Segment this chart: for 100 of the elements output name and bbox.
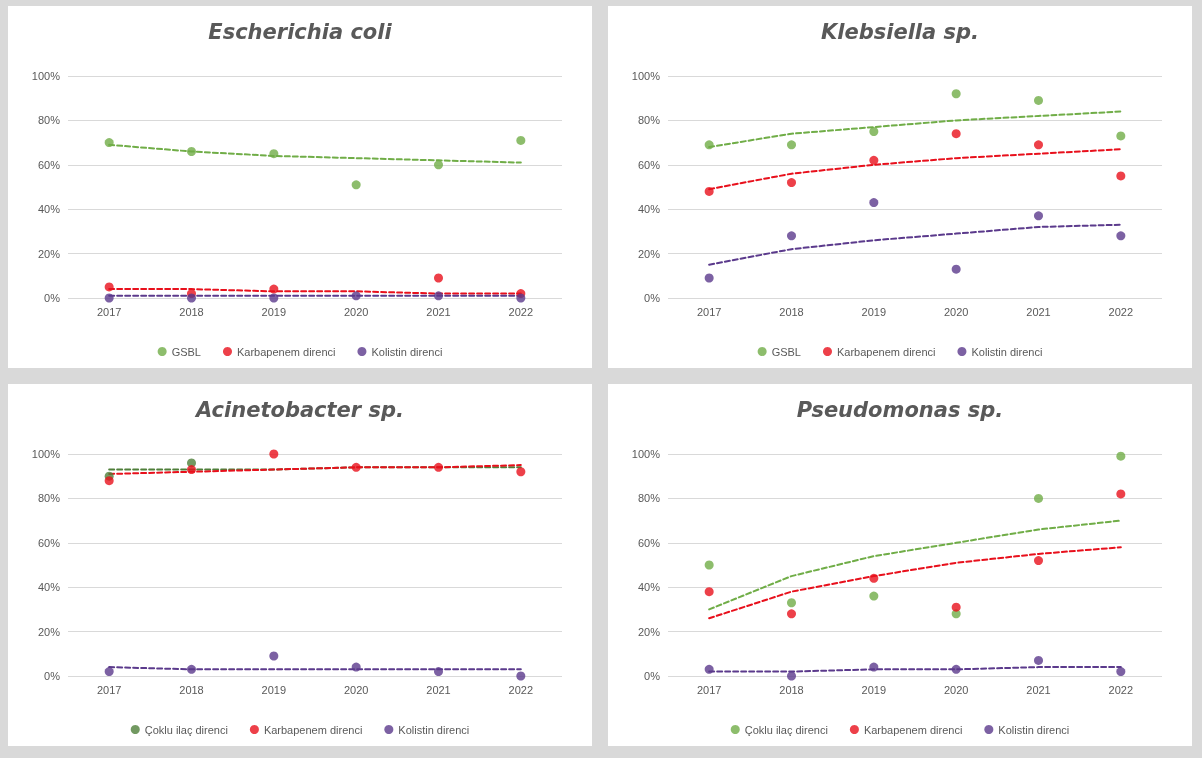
y-tick-label: 20%	[637, 247, 661, 260]
point	[704, 186, 714, 196]
point	[869, 573, 879, 583]
y-tick-label: 100%	[631, 70, 661, 82]
point	[704, 140, 714, 150]
point	[1034, 556, 1043, 566]
point	[1034, 95, 1043, 105]
point	[1034, 140, 1043, 150]
y-tick-label: 100%	[31, 70, 61, 82]
point	[104, 667, 114, 677]
chart-title: Escherichia coli	[208, 19, 393, 44]
point	[704, 587, 714, 597]
x-tick-label: 2020	[943, 305, 969, 318]
x-tick-label: 2017	[96, 305, 122, 318]
y-tick-label: 60%	[637, 536, 661, 549]
point	[869, 198, 879, 208]
point	[434, 273, 443, 283]
point	[787, 598, 796, 608]
y-tick-label: 0%	[644, 670, 661, 682]
point	[951, 664, 961, 674]
y-tick-label: 100%	[31, 448, 61, 460]
legend-label: Çoklu ilaç direnci	[744, 723, 828, 736]
point	[269, 149, 279, 159]
x-tick-label: 2019	[861, 305, 887, 318]
x-tick-label: 2018	[179, 305, 204, 318]
y-tick-label: 100%	[631, 448, 661, 460]
point	[104, 293, 114, 303]
x-tick-label: 2020	[343, 305, 369, 318]
legend-label: Kolistin direnci	[398, 723, 470, 736]
y-tick-label: 60%	[37, 536, 61, 549]
legend-label: Kolistin direnci	[371, 345, 443, 358]
point	[434, 667, 443, 677]
point	[187, 146, 196, 156]
x-tick-label: 2018	[779, 683, 804, 696]
chart-title: Acinetobacter sp.	[193, 397, 405, 422]
point	[1034, 493, 1043, 503]
legend-label: Karbapenem direnci	[263, 723, 363, 736]
y-tick-label: 0%	[644, 292, 661, 304]
x-tick-label: 2019	[261, 683, 287, 696]
point	[351, 180, 361, 190]
point	[269, 284, 279, 294]
point	[787, 178, 796, 188]
x-tick-label: 2017	[696, 683, 722, 696]
legend-label: GSBL	[171, 345, 201, 358]
point	[104, 476, 114, 486]
x-tick-label: 2019	[861, 683, 887, 696]
point	[1034, 211, 1043, 221]
chart-title: Klebsiella sp.	[820, 19, 980, 44]
y-tick-label: 20%	[637, 625, 661, 638]
point	[951, 89, 961, 99]
point	[869, 591, 879, 601]
point	[351, 662, 361, 672]
x-tick-label: 2021	[426, 305, 451, 318]
y-tick-label: 0%	[44, 292, 61, 304]
point	[269, 651, 279, 661]
y-tick-label: 80%	[37, 492, 61, 505]
x-tick-label: 2020	[943, 683, 969, 696]
line-series	[708, 546, 1122, 620]
x-tick-label: 2022	[1108, 305, 1134, 318]
x-tick-label: 2019	[261, 305, 287, 318]
legend-label: GSBL	[771, 345, 801, 358]
y-tick-label: 20%	[37, 247, 61, 260]
point	[704, 273, 714, 283]
point	[434, 291, 443, 301]
y-tick-label: 40%	[637, 203, 661, 216]
point	[1116, 131, 1126, 141]
line-series	[708, 223, 1122, 266]
legend-label: Kolistin direnci	[971, 345, 1043, 358]
point	[1034, 655, 1043, 665]
x-tick-label: 2022	[1108, 683, 1134, 696]
point	[869, 155, 879, 165]
x-tick-label: 2018	[779, 305, 804, 318]
x-tick-label: 2017	[96, 683, 122, 696]
x-tick-label: 2021	[1026, 683, 1051, 696]
point	[516, 135, 526, 145]
point	[1116, 171, 1126, 181]
point	[1116, 231, 1126, 241]
legend-label: Kolistin direnci	[998, 723, 1070, 736]
point	[951, 264, 961, 274]
legend-label: Çoklu ilaç direnci	[144, 723, 228, 736]
point	[787, 609, 796, 619]
x-tick-label: 2022	[508, 305, 534, 318]
point	[951, 129, 961, 139]
point	[434, 462, 443, 472]
point	[516, 467, 526, 477]
point	[351, 462, 361, 472]
legend-label: Karbapenem direnci	[236, 345, 336, 358]
x-tick-label: 2021	[1026, 305, 1051, 318]
y-tick-label: 40%	[37, 203, 61, 216]
y-tick-label: 60%	[37, 158, 61, 171]
line-series	[708, 519, 1122, 611]
y-tick-label: 40%	[637, 581, 661, 594]
y-tick-label: 40%	[37, 581, 61, 594]
point	[351, 291, 361, 301]
y-tick-label: 80%	[37, 114, 61, 127]
point	[787, 140, 796, 150]
x-tick-label: 2018	[179, 683, 204, 696]
point	[434, 160, 443, 170]
x-tick-label: 2022	[508, 683, 534, 696]
y-tick-label: 80%	[637, 492, 661, 505]
